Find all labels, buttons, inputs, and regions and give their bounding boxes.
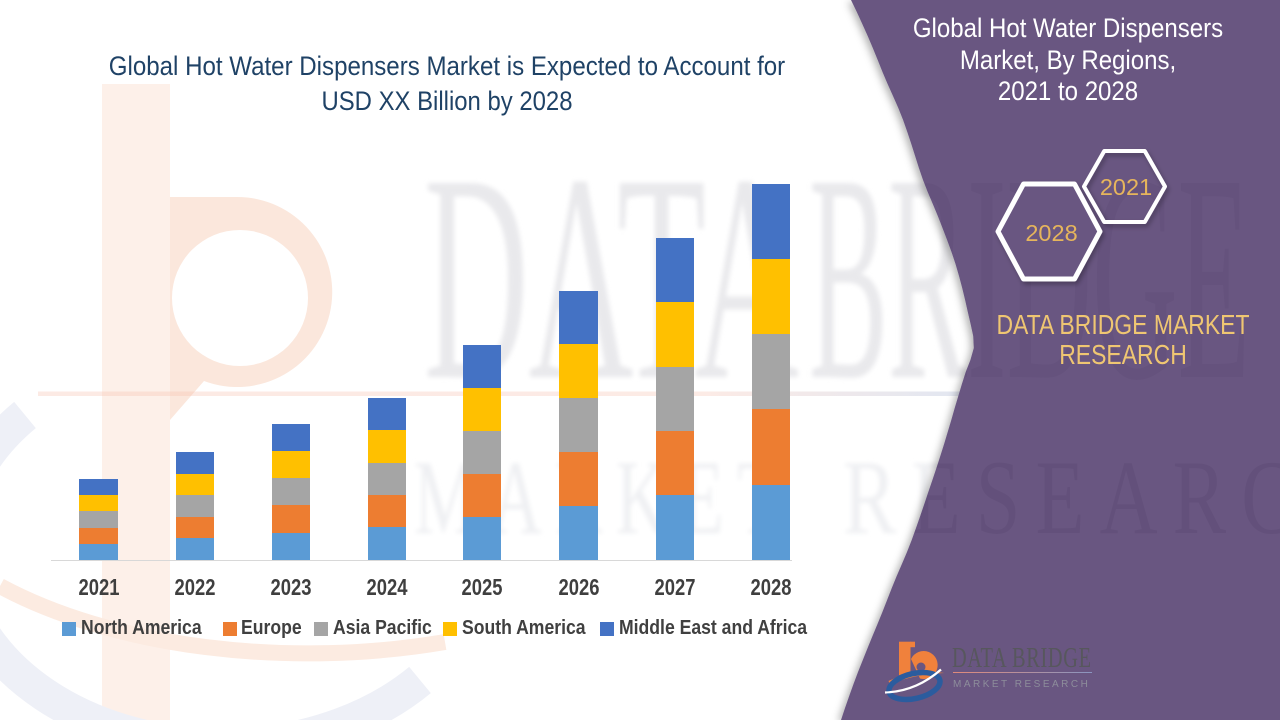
svg-text:DATA: DATA: [424, 114, 799, 442]
svg-text:MARKET: MARKET: [414, 439, 794, 556]
svg-text:RESEARCH: RESEARCH: [843, 439, 1280, 556]
